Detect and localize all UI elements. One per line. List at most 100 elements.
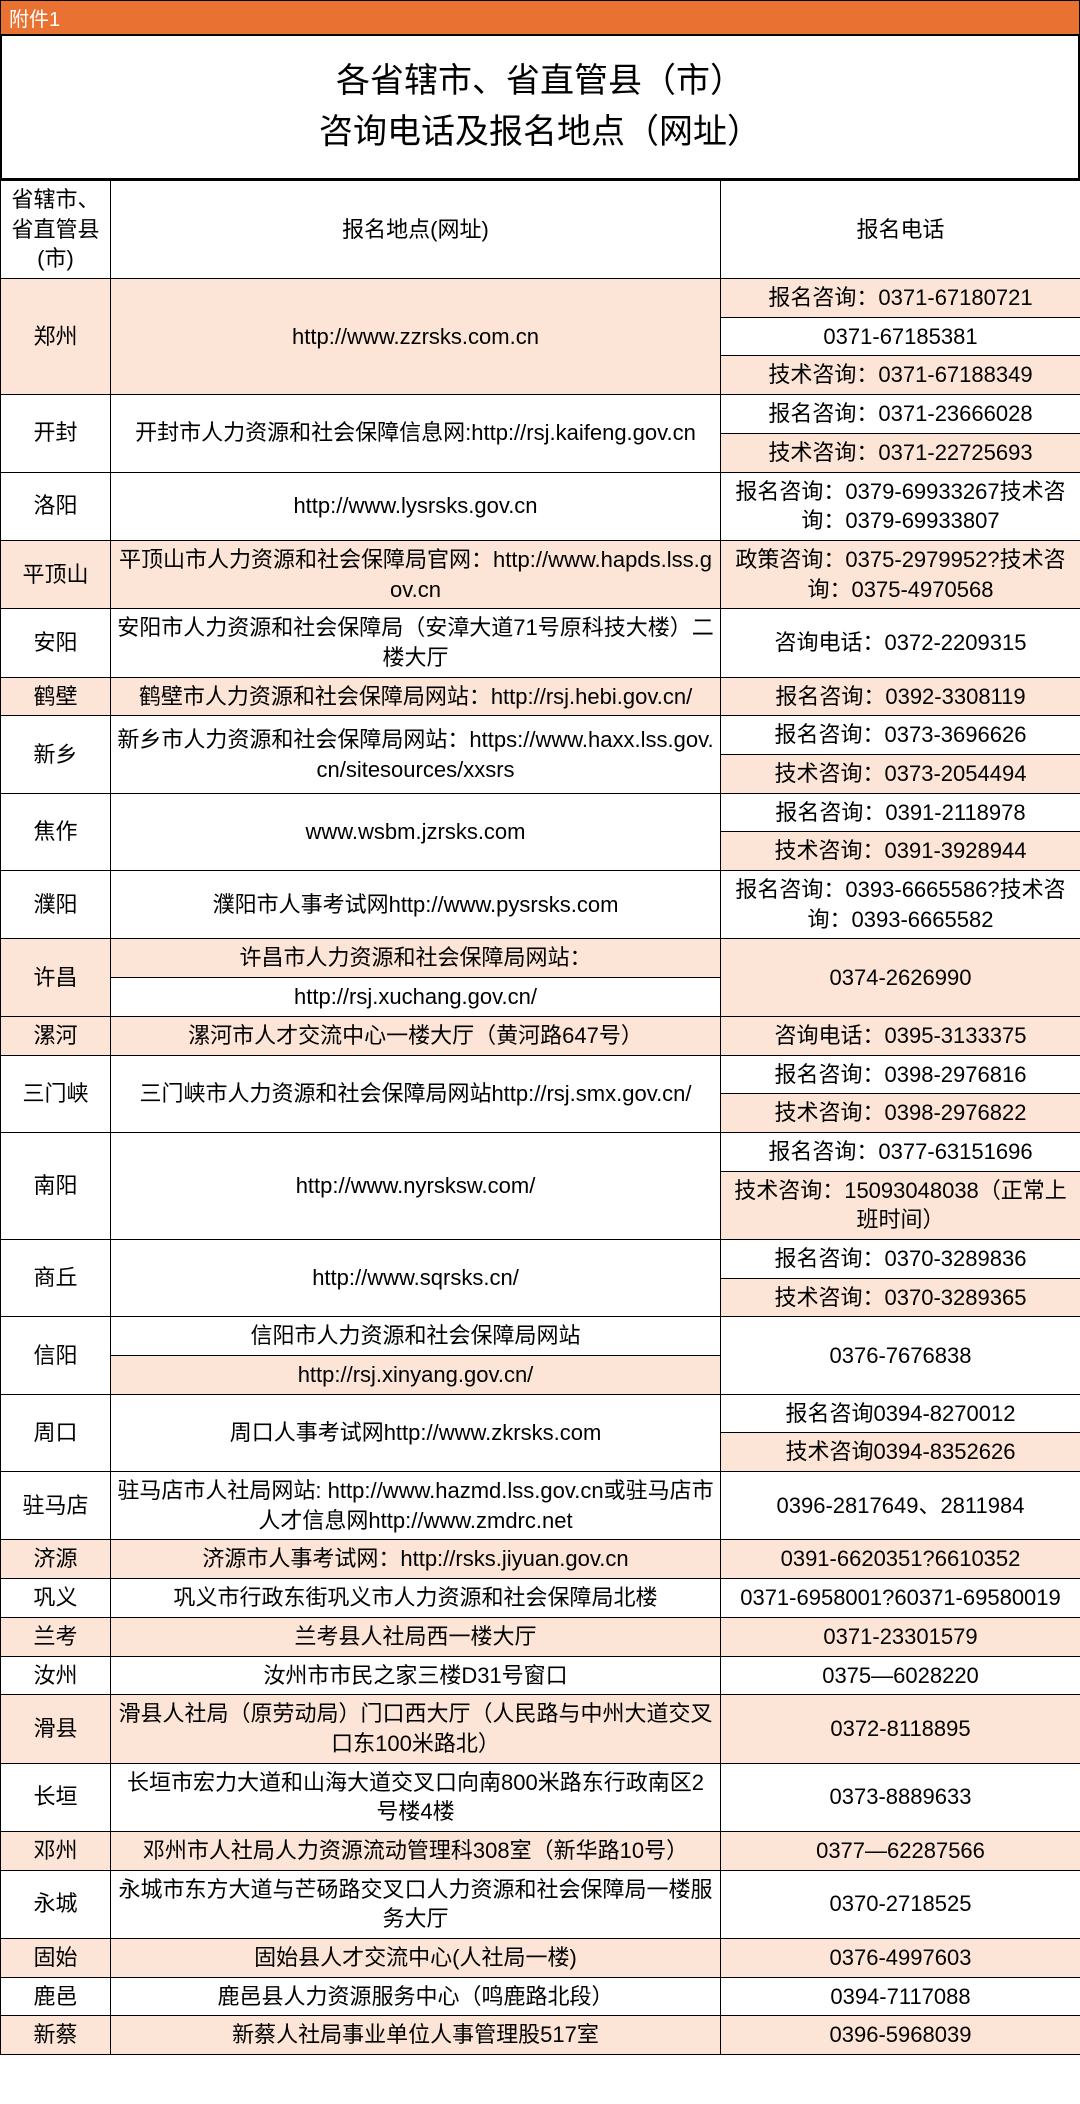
address-cell: 许昌市人力资源和社会保障局网站：: [111, 939, 721, 978]
address-cell: 鹤壁市人力资源和社会保障局网站：http://rsj.hebi.gov.cn/: [111, 677, 721, 716]
address-cell: 固始县人才交流中心(人社局一楼): [111, 1939, 721, 1978]
address-cell: 汝州市市民之家三楼D31号窗口: [111, 1656, 721, 1695]
phone-cell: 政策咨询：0375-2979952?技术咨询：0375-4970568: [721, 540, 1080, 608]
table-row: 汝州汝州市市民之家三楼D31号窗口0375—6028220: [1, 1656, 1080, 1695]
address-cell: 安阳市人力资源和社会保障局（安漳大道71号原科技大楼）二楼大厅: [111, 609, 721, 677]
table-row: 新乡新乡市人力资源和社会保障局网站：https://www.haxx.lss.g…: [1, 716, 1080, 755]
phone-cell: 报名咨询：0371-23666028: [721, 395, 1080, 434]
city-cell: 滑县: [1, 1695, 111, 1763]
table-row: 长垣长垣市宏力大道和山海大道交叉口向南800米路东行政南区2号楼4楼0373-8…: [1, 1763, 1080, 1831]
col-header-addr: 报名地点(网址): [111, 181, 721, 279]
phone-cell: 技术咨询：0371-67188349: [721, 356, 1080, 395]
phone-cell: 报名咨询：0398-2976816: [721, 1055, 1080, 1094]
contact-table: 省辖市、省直管县(市) 报名地点(网址) 报名电话 郑州http://www.z…: [0, 180, 1080, 2055]
address-cell: http://www.sqrsks.cn/: [111, 1239, 721, 1316]
address-cell: 三门峡市人力资源和社会保障局网站http://rsj.smx.gov.cn/: [111, 1055, 721, 1132]
phone-cell: 技术咨询：15093048038（正常上班时间）: [721, 1171, 1080, 1239]
col-header-phone: 报名电话: [721, 181, 1080, 279]
city-cell: 驻马店: [1, 1472, 111, 1540]
phone-cell: 0394-7117088: [721, 1977, 1080, 2016]
address-cell: http://rsj.xinyang.gov.cn/: [111, 1356, 721, 1395]
table-body: 郑州http://www.zzrsks.com.cn报名咨询：0371-6718…: [1, 279, 1080, 2055]
phone-cell: 报名咨询：0379-69933267技术咨询：0379-69933807: [721, 472, 1080, 540]
city-cell: 兰考: [1, 1617, 111, 1656]
phone-cell: 报名咨询：0391-2118978: [721, 793, 1080, 832]
table-row: 邓州邓州市人社局人力资源流动管理科308室（新华路10号）0377—622875…: [1, 1831, 1080, 1870]
table-row: 三门峡三门峡市人力资源和社会保障局网站http://rsj.smx.gov.cn…: [1, 1055, 1080, 1094]
city-cell: 长垣: [1, 1763, 111, 1831]
title-line-1: 各省辖市、省直管县（市）: [336, 62, 744, 100]
address-cell: 济源市人事考试网：http://rsks.jiyuan.gov.cn: [111, 1540, 721, 1579]
city-cell: 鹤壁: [1, 677, 111, 716]
phone-cell: 报名咨询0394-8270012: [721, 1394, 1080, 1433]
document-title: 各省辖市、省直管县（市） 咨询电话及报名地点（网址）: [0, 34, 1080, 180]
phone-cell: 0371-67185381: [721, 317, 1080, 356]
address-cell: 驻马店市人社局网站: http://www.hazmd.lss.gov.cn或驻…: [111, 1472, 721, 1540]
phone-cell: 0371-23301579: [721, 1617, 1080, 1656]
phone-cell: 0376-4997603: [721, 1939, 1080, 1978]
table-row: 兰考兰考县人社局西一楼大厅0371-23301579: [1, 1617, 1080, 1656]
table-row: 永城永城市东方大道与芒砀路交叉口人力资源和社会保障局一楼服务大厅0370-271…: [1, 1870, 1080, 1938]
city-cell: 固始: [1, 1939, 111, 1978]
table-row: 周口周口人事考试网http://www.zkrsks.com报名咨询0394-8…: [1, 1394, 1080, 1433]
address-cell: 永城市东方大道与芒砀路交叉口人力资源和社会保障局一楼服务大厅: [111, 1870, 721, 1938]
table-row: 济源济源市人事考试网：http://rsks.jiyuan.gov.cn0391…: [1, 1540, 1080, 1579]
city-cell: 邓州: [1, 1831, 111, 1870]
city-cell: 三门峡: [1, 1055, 111, 1132]
address-cell: 滑县人社局（原劳动局）门口西大厅（人民路与中州大道交叉口东100米路北）: [111, 1695, 721, 1763]
title-line-2: 咨询电话及报名地点（网址）: [319, 113, 761, 151]
phone-cell: 0375—6028220: [721, 1656, 1080, 1695]
city-cell: 汝州: [1, 1656, 111, 1695]
table-row: 开封开封市人力资源和社会保障信息网:http://rsj.kaifeng.gov…: [1, 395, 1080, 434]
phone-cell: 0391-6620351?6610352: [721, 1540, 1080, 1579]
phone-cell: 技术咨询：0371-22725693: [721, 433, 1080, 472]
phone-cell: 0396-5968039: [721, 2016, 1080, 2055]
city-cell: 巩义: [1, 1579, 111, 1618]
address-cell: 兰考县人社局西一楼大厅: [111, 1617, 721, 1656]
document-container: 附件1 各省辖市、省直管县（市） 咨询电话及报名地点（网址） 省辖市、省直管县(…: [0, 0, 1080, 2055]
address-cell: 信阳市人力资源和社会保障局网站: [111, 1317, 721, 1356]
address-cell: 濮阳市人事考试网http://www.pysrsks.com: [111, 871, 721, 939]
table-row: 濮阳濮阳市人事考试网http://www.pysrsks.com报名咨询：039…: [1, 871, 1080, 939]
city-cell: 平顶山: [1, 540, 111, 608]
table-row: 焦作www.wsbm.jzrsks.com报名咨询：0391-2118978: [1, 793, 1080, 832]
phone-cell: 报名咨询：0392-3308119: [721, 677, 1080, 716]
table-row: 信阳信阳市人力资源和社会保障局网站0376-7676838: [1, 1317, 1080, 1356]
col-header-city: 省辖市、省直管县(市): [1, 181, 111, 279]
city-cell: 许昌: [1, 939, 111, 1016]
phone-cell: 报名咨询：0371-67180721: [721, 279, 1080, 318]
city-cell: 开封: [1, 395, 111, 472]
table-row: 鹤壁鹤壁市人力资源和社会保障局网站：http://rsj.hebi.gov.cn…: [1, 677, 1080, 716]
phone-cell: 技术咨询：0391-3928944: [721, 832, 1080, 871]
address-cell: www.wsbm.jzrsks.com: [111, 793, 721, 870]
city-cell: 安阳: [1, 609, 111, 677]
phone-cell: 技术咨询：0373-2054494: [721, 755, 1080, 794]
city-cell: 新乡: [1, 716, 111, 793]
phone-cell: 0377—62287566: [721, 1831, 1080, 1870]
table-row: 南阳http://www.nyrsksw.com/报名咨询：0377-63151…: [1, 1132, 1080, 1171]
city-cell: 商丘: [1, 1239, 111, 1316]
phone-cell: 0372-8118895: [721, 1695, 1080, 1763]
phone-cell: 0374-2626990: [721, 939, 1080, 1016]
address-cell: 邓州市人社局人力资源流动管理科308室（新华路10号）: [111, 1831, 721, 1870]
phone-cell: 报名咨询：0370-3289836: [721, 1239, 1080, 1278]
table-row: 平顶山平顶山市人力资源和社会保障局官网：http://www.hapds.lss…: [1, 540, 1080, 608]
phone-cell: 报名咨询：0377-63151696: [721, 1132, 1080, 1171]
table-row: 驻马店驻马店市人社局网站: http://www.hazmd.lss.gov.c…: [1, 1472, 1080, 1540]
address-cell: http://rsj.xuchang.gov.cn/: [111, 978, 721, 1017]
table-row: 商丘http://www.sqrsks.cn/报名咨询：0370-3289836: [1, 1239, 1080, 1278]
attachment-label: 附件1: [0, 0, 1080, 34]
phone-cell: 0370-2718525: [721, 1870, 1080, 1938]
address-cell: 长垣市宏力大道和山海大道交叉口向南800米路东行政南区2号楼4楼: [111, 1763, 721, 1831]
city-cell: 南阳: [1, 1132, 111, 1239]
table-row: 新蔡新蔡人社局事业单位人事管理股517室0396-5968039: [1, 2016, 1080, 2055]
address-cell: http://www.zzrsks.com.cn: [111, 279, 721, 395]
address-cell: 漯河市人才交流中心一楼大厅（黄河路647号）: [111, 1016, 721, 1055]
phone-cell: 技术咨询：0398-2976822: [721, 1094, 1080, 1133]
address-cell: 开封市人力资源和社会保障信息网:http://rsj.kaifeng.gov.c…: [111, 395, 721, 472]
table-row: 安阳安阳市人力资源和社会保障局（安漳大道71号原科技大楼）二楼大厅咨询电话：03…: [1, 609, 1080, 677]
table-row: 漯河漯河市人才交流中心一楼大厅（黄河路647号）咨询电话：0395-313337…: [1, 1016, 1080, 1055]
city-cell: 鹿邑: [1, 1977, 111, 2016]
phone-cell: 0376-7676838: [721, 1317, 1080, 1394]
table-row: 鹿邑鹿邑县人力资源服务中心（鸣鹿路北段）0394-7117088: [1, 1977, 1080, 2016]
